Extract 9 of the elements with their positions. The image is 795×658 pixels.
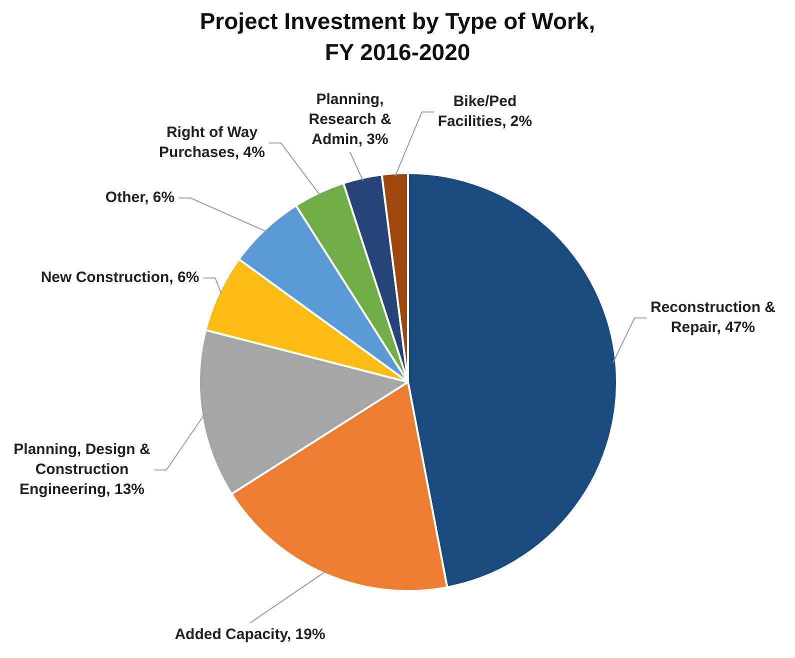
slice-label: Planning, Research & Admin, 3% [308, 91, 392, 148]
slice-label: Other, 6% [105, 189, 175, 206]
slice-label: Planning, Design & Construction Engineering, 13% [14, 441, 150, 498]
slice-label: Bike/Ped Facilities, 2% [438, 93, 532, 130]
slice-label: Right of Way Purchases, 4% [159, 124, 265, 162]
chart-title: Project Investment by Type of Work, FY 2016-2020 [198, 7, 596, 67]
slice-label: Added Capacity, 19% [174, 626, 326, 644]
slice-label: Reconstruction & Repair, 47% [650, 299, 776, 336]
slice-label: New Construction, 6% [40, 269, 200, 286]
